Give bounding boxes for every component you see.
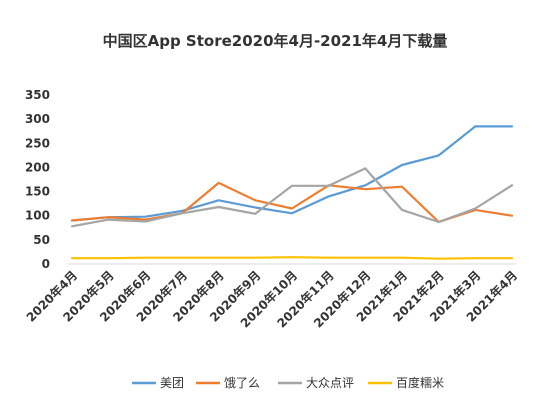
- legend-item: 百度糯米: [368, 375, 444, 390]
- chart-title: 中国区App Store2020年4月-2021年4月下载量: [103, 32, 448, 50]
- x-axis: 2020年4月2020年5月2020年6月2020年7月2020年8月2020年…: [23, 263, 520, 331]
- legend-label: 百度糯米: [396, 375, 444, 390]
- legend-item: 大众点评: [278, 376, 354, 390]
- y-tick-label: 0: [42, 257, 50, 271]
- y-tick-label: 350: [25, 88, 50, 102]
- legend: 美团 饿了么 大众点评 百度糯米: [132, 375, 444, 390]
- legend-item: 饿了么: [196, 376, 260, 390]
- y-axis: 0 50 100 150 200 250 300 350: [25, 88, 50, 271]
- legend-item: 美团: [132, 376, 184, 390]
- y-tick-label: 300: [25, 112, 50, 126]
- series-layer: [70, 125, 514, 260]
- series-line-3: [70, 256, 514, 260]
- y-tick-label: 200: [25, 160, 50, 174]
- y-tick-label: 250: [25, 136, 50, 150]
- y-tick-label: 100: [25, 209, 50, 223]
- legend-label: 大众点评: [306, 376, 354, 390]
- legend-label: 饿了么: [224, 376, 260, 390]
- y-tick-label: 150: [25, 185, 50, 199]
- y-tick-label: 50: [33, 233, 50, 247]
- legend-label: 美团: [160, 376, 184, 390]
- series-line-0: [70, 125, 514, 222]
- series-line-2: [70, 167, 514, 228]
